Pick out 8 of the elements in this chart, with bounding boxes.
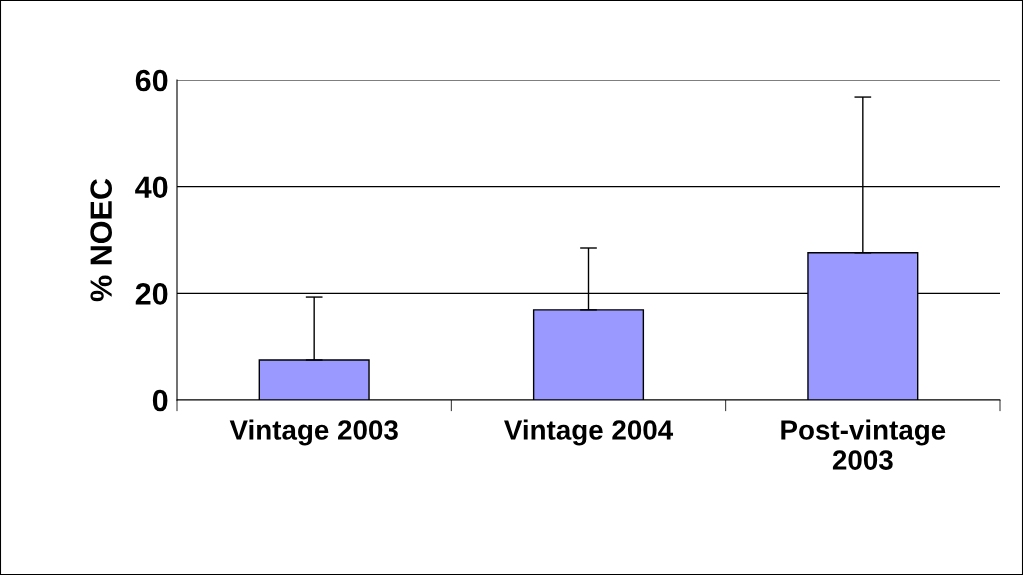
x-tick-label: Post-vintage 2003 [781, 419, 946, 470]
y-tick-label: 40 [135, 176, 168, 199]
y-tick-label: 20 [135, 283, 168, 305]
y-tick-label: 60 [135, 69, 168, 92]
x-tick-label: Vintage 2003 [229, 419, 398, 446]
x-tick-label: Vintage 2004 [504, 419, 674, 446]
y-tick-label: 0 [152, 389, 168, 412]
y-axis-title: % NOEC [90, 178, 112, 302]
